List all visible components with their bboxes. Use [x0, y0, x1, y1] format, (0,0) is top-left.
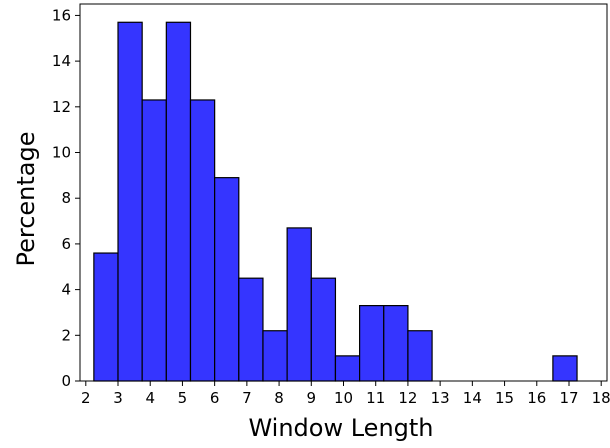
histogram-bar [552, 355, 578, 382]
x-tick-label: 16 [527, 389, 546, 407]
x-axis-label: Window Length [248, 414, 433, 442]
x-tick-label: 6 [210, 389, 220, 407]
y-tick-label: 12 [52, 98, 71, 116]
x-tick-label: 10 [334, 389, 353, 407]
x-tick-label: 7 [242, 389, 252, 407]
y-tick-label: 8 [61, 189, 71, 207]
x-tick-label: 11 [366, 389, 385, 407]
histogram-bar [189, 99, 216, 382]
x-tick-label: 9 [307, 389, 317, 407]
x-tick-label: 12 [398, 389, 417, 407]
y-tick-label: 0 [61, 372, 71, 390]
x-tick-label: 3 [113, 389, 123, 407]
histogram-bar [334, 355, 361, 382]
histogram-bar [310, 277, 337, 382]
histogram-bar [214, 177, 240, 382]
y-axis-label: Percentage [12, 131, 40, 266]
histogram-bar [407, 330, 433, 382]
x-tick-label: 18 [592, 389, 610, 407]
y-tick-label: 10 [52, 144, 71, 162]
histogram-bar [383, 305, 409, 382]
x-tick-label: 5 [178, 389, 188, 407]
histogram-bar [238, 277, 264, 382]
y-tick-label: 14 [52, 52, 71, 70]
x-tick-label: 2 [81, 389, 91, 407]
histogram-bar [141, 99, 167, 382]
histogram-bar [359, 305, 385, 382]
x-tick-label: 15 [495, 389, 514, 407]
histogram-bar [286, 227, 312, 382]
histogram-bar [93, 252, 119, 382]
x-tick-label: 14 [463, 389, 482, 407]
histogram-bar [262, 330, 288, 382]
y-tick-label: 16 [52, 6, 71, 24]
y-axis-ticks: 0 2 4 6 8 10 12 14 16 [52, 6, 80, 390]
x-tick-label: 4 [145, 389, 155, 407]
y-tick-label: 2 [61, 326, 71, 344]
histogram-bar [165, 21, 192, 382]
histogram-bar [117, 21, 143, 382]
x-tick-label: 13 [431, 389, 450, 407]
x-tick-label: 17 [559, 389, 578, 407]
x-tick-label: 8 [274, 389, 284, 407]
bars-group [93, 21, 578, 382]
x-axis-ticks: 2 3 4 5 6 7 8 9 10 11 12 13 14 15 16 17 18 [81, 381, 610, 407]
y-tick-label: 6 [61, 235, 71, 253]
y-tick-label: 4 [61, 281, 71, 299]
